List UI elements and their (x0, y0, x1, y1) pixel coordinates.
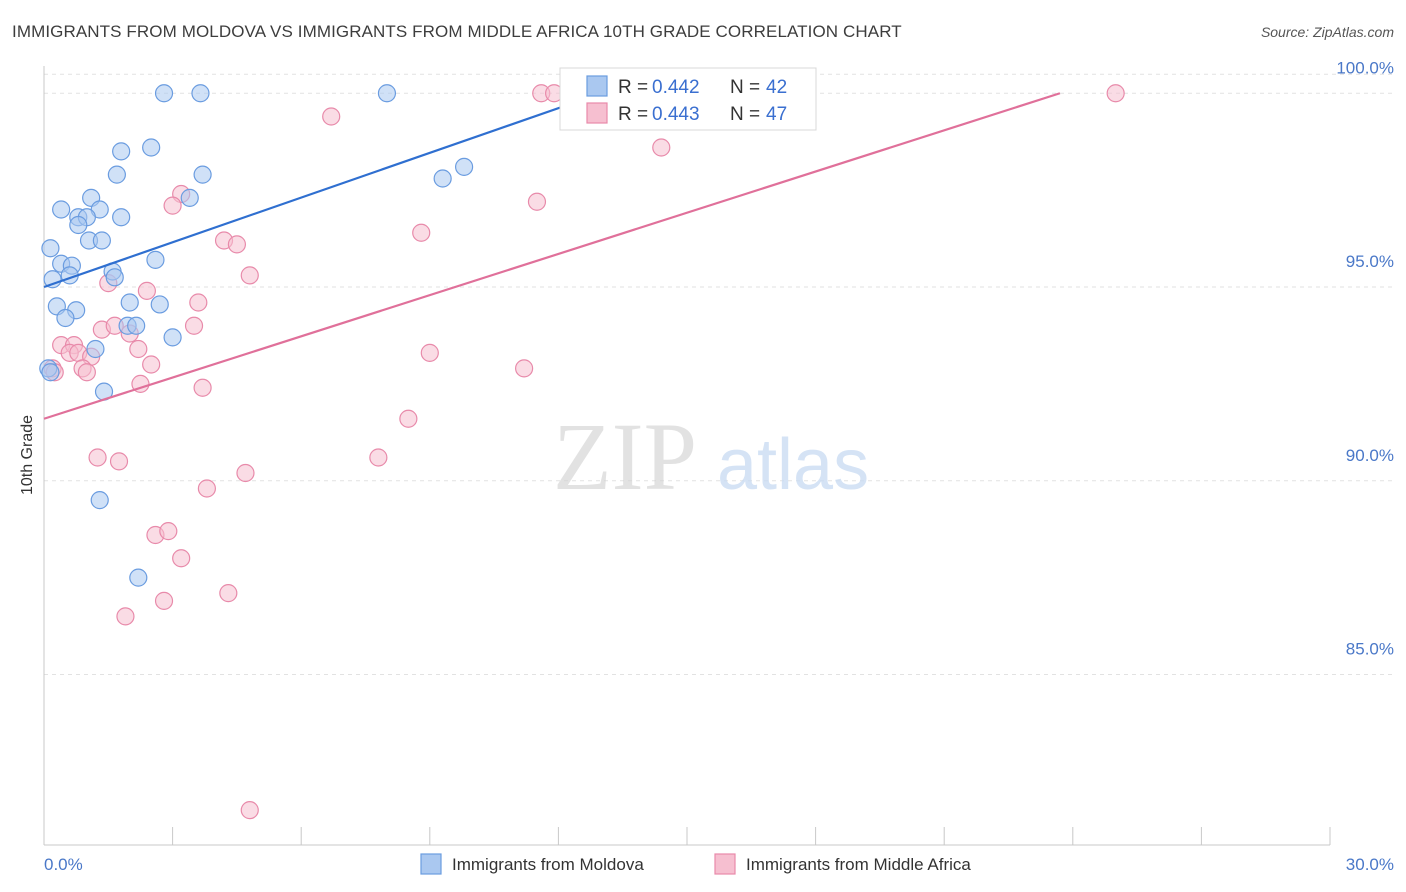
point-middle-africa-36 (109, 452, 129, 471)
trend-line-moldova (43, 92, 602, 289)
stats-n-value-middle-africa: 47 (766, 104, 787, 125)
point-moldova-5 (142, 138, 161, 157)
y-tick-label-0: 85.0% (1346, 640, 1394, 659)
point-moldova-0 (154, 84, 174, 103)
point-moldova-20 (146, 250, 165, 269)
point-middle-africa-43 (154, 591, 174, 610)
point-middle-africa-41 (159, 522, 178, 541)
point-middle-africa-2 (1106, 84, 1125, 103)
point-middle-africa-4 (652, 138, 671, 157)
point-middle-africa-7 (527, 192, 547, 211)
point-moldova-18 (92, 231, 111, 250)
gridlines (44, 73, 1394, 675)
stats-legend: R = 0.442 N = 42 R = 0.443 N = 47 (559, 67, 817, 131)
point-moldova-33 (127, 316, 146, 335)
axes (43, 66, 1331, 846)
point-middle-africa-26 (142, 355, 161, 374)
stats-legend-swatch-middle-africa (586, 102, 608, 124)
x-tick-label-min: 0.0% (44, 855, 83, 874)
point-moldova-27 (120, 293, 139, 312)
y-axis-title: 10th Grade (19, 415, 36, 495)
stats-r-label-middle-africa: R = (618, 104, 648, 125)
point-moldova-4 (112, 142, 131, 161)
point-moldova-9 (433, 169, 452, 188)
point-middle-africa-13 (137, 281, 156, 300)
point-middle-africa-6 (163, 196, 182, 215)
stats-r-value-moldova: 0.442 (652, 77, 700, 98)
point-middle-africa-42 (172, 549, 191, 568)
trend-line-middle-africa (43, 92, 1061, 420)
point-moldova-34 (163, 328, 182, 347)
stats-n-value-moldova: 42 (766, 77, 787, 98)
y-tick-labels: 85.0% 90.0% 95.0% 100.0% (1336, 58, 1394, 658)
point-middle-africa-33 (193, 378, 212, 397)
point-middle-africa-11 (240, 266, 259, 285)
point-middle-africa-30 (77, 363, 96, 382)
stats-n-label-middle-africa: N = (730, 104, 760, 125)
y-tick-label-3: 100.0% (1336, 58, 1394, 77)
point-middle-africa-38 (236, 463, 255, 483)
series-middle-africa-points (43, 84, 1125, 820)
point-middle-africa-3 (322, 107, 341, 126)
y-tick-label-1: 90.0% (1346, 446, 1394, 465)
point-moldova-39 (90, 491, 109, 510)
legend-label-middle-africa: Immigrants from Middle Africa (746, 855, 971, 874)
stats-legend-swatch-moldova (586, 75, 608, 97)
point-moldova-37 (41, 363, 60, 382)
y-tick-label-2: 95.0% (1346, 252, 1394, 271)
watermark-atlas: atlas (717, 425, 869, 505)
stats-r-value-middle-africa: 0.443 (652, 104, 700, 125)
point-middle-africa-25 (420, 343, 439, 362)
point-moldova-7 (193, 165, 212, 184)
source-credit: Source: ZipAtlas.com (1260, 24, 1394, 40)
point-moldova-25 (105, 268, 124, 287)
point-middle-africa-37 (369, 448, 388, 467)
legend-label-moldova: Immigrants from Moldova (452, 855, 644, 874)
point-moldova-31 (56, 308, 75, 328)
point-moldova-41 (180, 188, 199, 207)
point-middle-africa-14 (189, 293, 208, 312)
point-middle-africa-31 (515, 359, 534, 378)
point-middle-africa-34 (399, 409, 418, 428)
watermark: ZIP atlas (553, 403, 869, 510)
point-middle-africa-23 (129, 339, 148, 359)
point-middle-africa-44 (219, 584, 238, 603)
point-moldova-6 (107, 165, 126, 184)
x-tick-labels: 0.0% 30.0% (44, 855, 1394, 874)
point-moldova-11 (52, 200, 71, 219)
point-middle-africa-15 (184, 316, 204, 335)
point-moldova-35 (86, 339, 105, 359)
point-middle-africa-45 (116, 607, 135, 626)
legend-swatch-middle-africa (714, 853, 736, 875)
point-moldova-16 (69, 215, 88, 235)
point-middle-africa-35 (88, 448, 107, 467)
point-middle-africa-8 (412, 223, 431, 242)
legend-swatch-moldova (420, 853, 442, 875)
point-middle-africa-39 (197, 479, 216, 498)
point-moldova-2 (377, 84, 397, 103)
chart-title: IMMIGRANTS FROM MOLDOVA VS IMMIGRANTS FR… (12, 22, 902, 41)
point-middle-africa-10 (227, 235, 246, 254)
trend-lines (43, 92, 1061, 420)
stats-n-label-moldova: N = (730, 77, 760, 98)
stats-r-label-moldova: R = (618, 77, 648, 98)
point-moldova-13 (112, 208, 131, 227)
point-moldova-1 (191, 84, 210, 103)
point-moldova-28 (150, 295, 169, 314)
x-tick-label-max: 30.0% (1346, 855, 1394, 874)
point-middle-africa-46 (240, 801, 259, 820)
series-legend: Immigrants from Moldova Immigrants from … (420, 853, 971, 875)
point-moldova-40 (129, 568, 148, 587)
point-moldova-19 (41, 239, 60, 258)
watermark-zip: ZIP (553, 403, 697, 510)
series-moldova-points (39, 84, 637, 587)
point-moldova-8 (454, 157, 474, 176)
